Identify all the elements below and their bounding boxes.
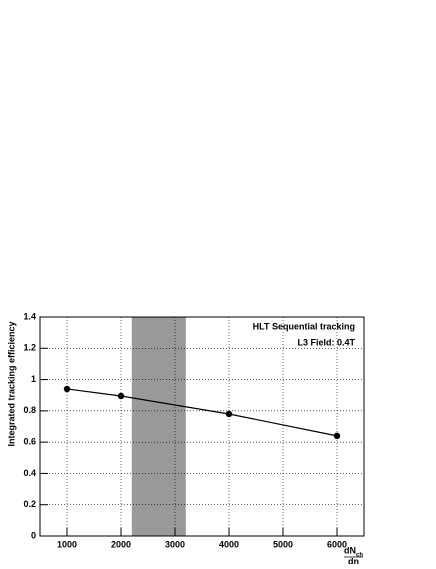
x-tick-label: 5000 — [273, 539, 293, 549]
x-tick-label: 4000 — [219, 539, 239, 549]
y-tick-label: 0.4 — [23, 468, 36, 478]
data-point — [225, 410, 233, 418]
data-line — [66, 388, 338, 437]
x-tick-label: 3000 — [165, 539, 185, 549]
shaded-band — [131, 317, 186, 536]
chart-subtitle: L3 Field: 0.4T — [297, 337, 355, 347]
y-tick-label: 0.8 — [23, 405, 36, 415]
x-label-subscript: ch — [356, 553, 363, 559]
x-label-numerator: dN — [344, 545, 356, 555]
x-tick-label: 6000 — [327, 539, 347, 549]
data-point — [117, 392, 125, 400]
chart-title: HLT Sequential tracking — [253, 321, 355, 331]
data-point — [333, 432, 341, 440]
y-tick-label: 1.2 — [23, 343, 36, 353]
data-point — [63, 385, 71, 393]
y-axis-label: Integrated tracking efficiency — [6, 321, 16, 446]
y-tick-label: 0.6 — [23, 437, 36, 447]
x-tick-label: 2000 — [111, 539, 131, 549]
y-tick-label: 1 — [31, 374, 36, 384]
y-tick-label: 0 — [31, 530, 36, 540]
plot-frame — [39, 316, 365, 537]
x-tick-label: 1000 — [57, 539, 77, 549]
y-tick-label: 0.2 — [23, 499, 36, 509]
y-tick-label: 1.4 — [23, 311, 36, 321]
x-label-denominator: dη — [348, 556, 359, 564]
